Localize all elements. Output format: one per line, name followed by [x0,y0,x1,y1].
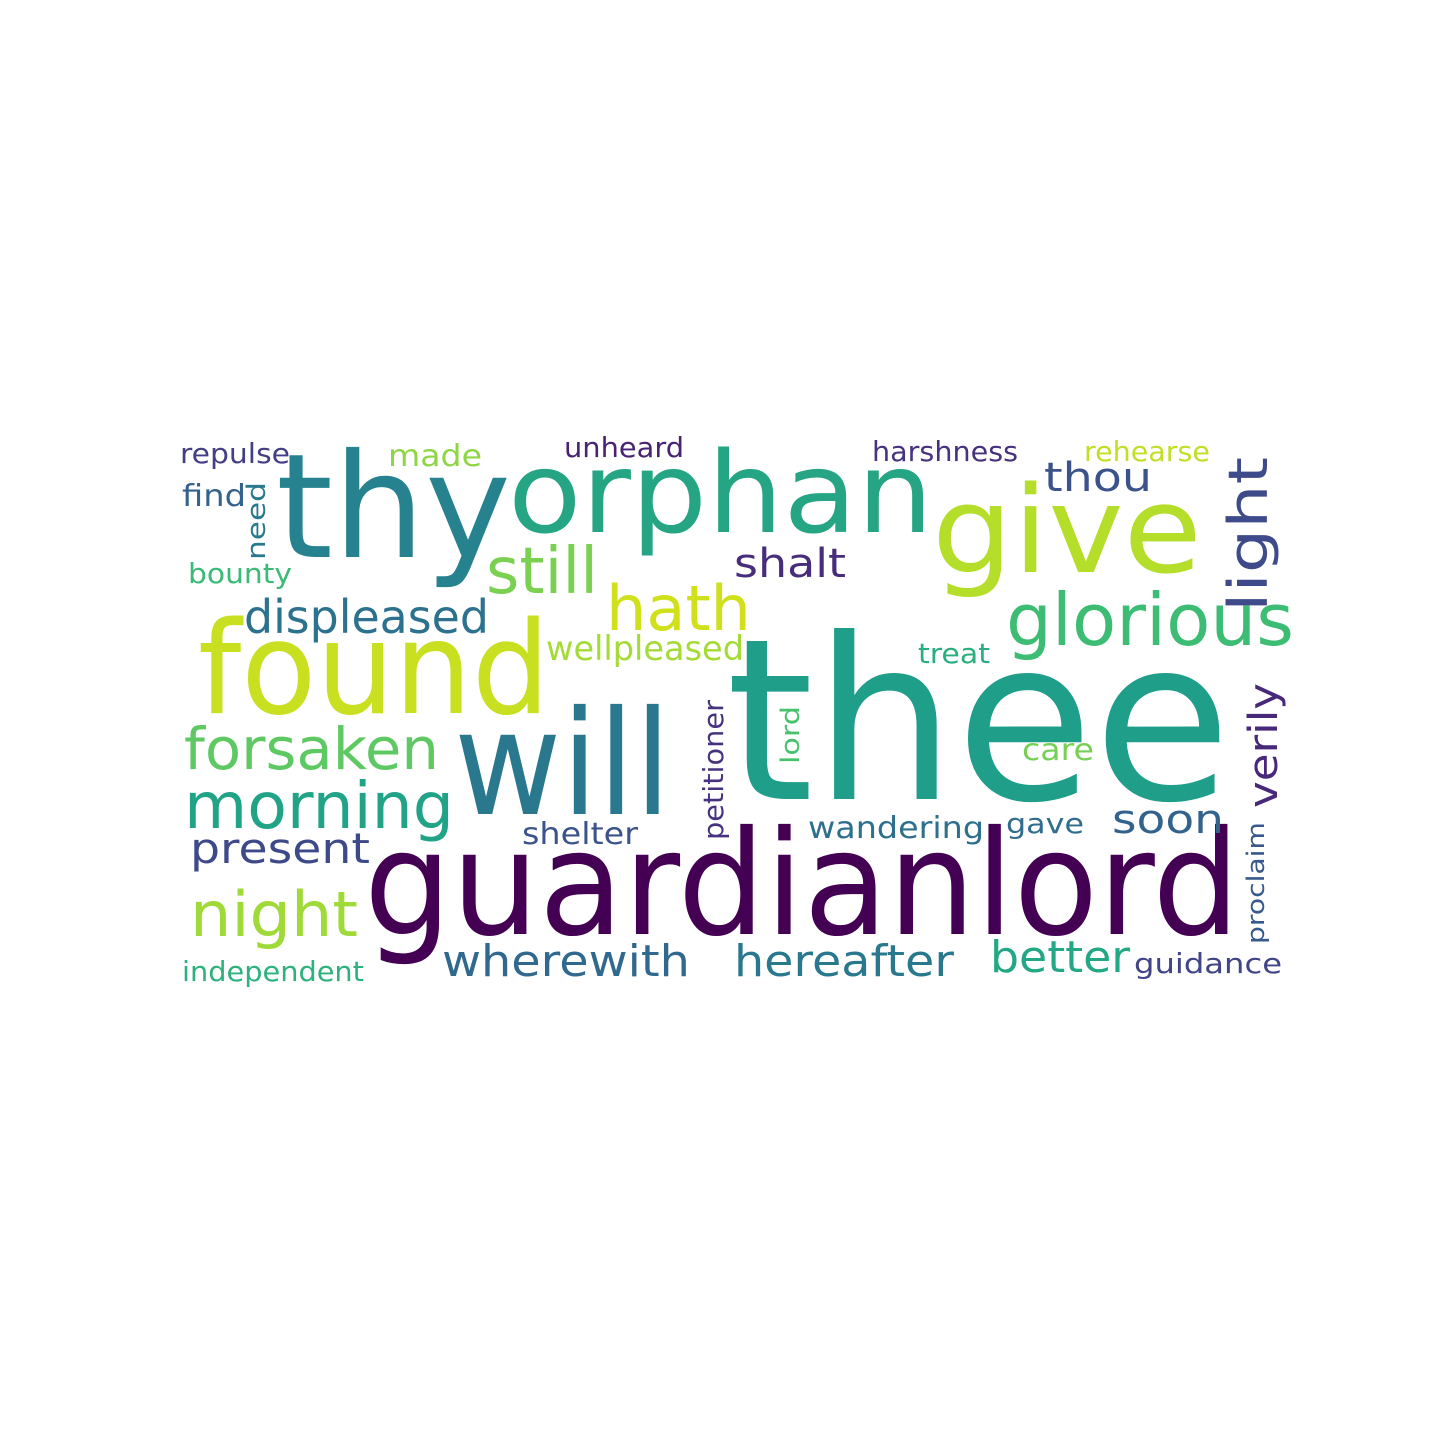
word-displeased: displeased [244,590,489,644]
word-hereafter: hereafter [734,936,954,987]
word-present: present [190,824,370,873]
word-proclaim: proclaim [1242,822,1270,944]
word-unheard: unheard [564,431,685,464]
word-rehearse: rehearse [1084,435,1210,468]
word-thee: thee [726,591,1232,853]
word-gave: gave [1006,807,1085,840]
word-made: made [388,439,482,474]
word-lord: lord [776,705,806,764]
word-bounty: bounty [188,557,293,590]
word-wandering: wandering [808,811,985,846]
word-still: still [486,535,599,609]
word-better: better [990,932,1131,983]
word-independent: independent [182,955,364,988]
word-repulse: repulse [180,437,290,470]
word-need: need [242,482,272,560]
word-treat: treat [918,637,991,670]
word-guidance: guidance [1134,947,1283,980]
word-forsaken: forsaken [184,715,439,783]
word-petitioner: petitioner [697,700,730,840]
word-orphan: orphan [508,429,934,559]
word-verily: verily [1241,682,1287,808]
word-harshness: harshness [872,435,1019,468]
word-hath: hath [606,572,751,645]
word-care: care [1022,733,1094,768]
word-morning: morning [184,770,454,844]
word-night: night [190,878,358,951]
word-soon: soon [1112,797,1224,843]
word-glorious: glorious [1006,578,1294,662]
word-wherewith: wherewith [442,936,690,987]
word-found: found [198,595,550,744]
word-shelter: shelter [522,817,638,852]
word-give: give [932,462,1202,601]
word-thou: thou [1044,455,1153,501]
word-will: will [454,680,671,849]
word-shalt: shalt [734,541,847,587]
word-thy: thy [276,423,512,592]
word-find: find [182,479,247,514]
word-guardianlord: guardianlord [364,800,1240,969]
word-wellpleased: wellpleased [546,629,745,669]
